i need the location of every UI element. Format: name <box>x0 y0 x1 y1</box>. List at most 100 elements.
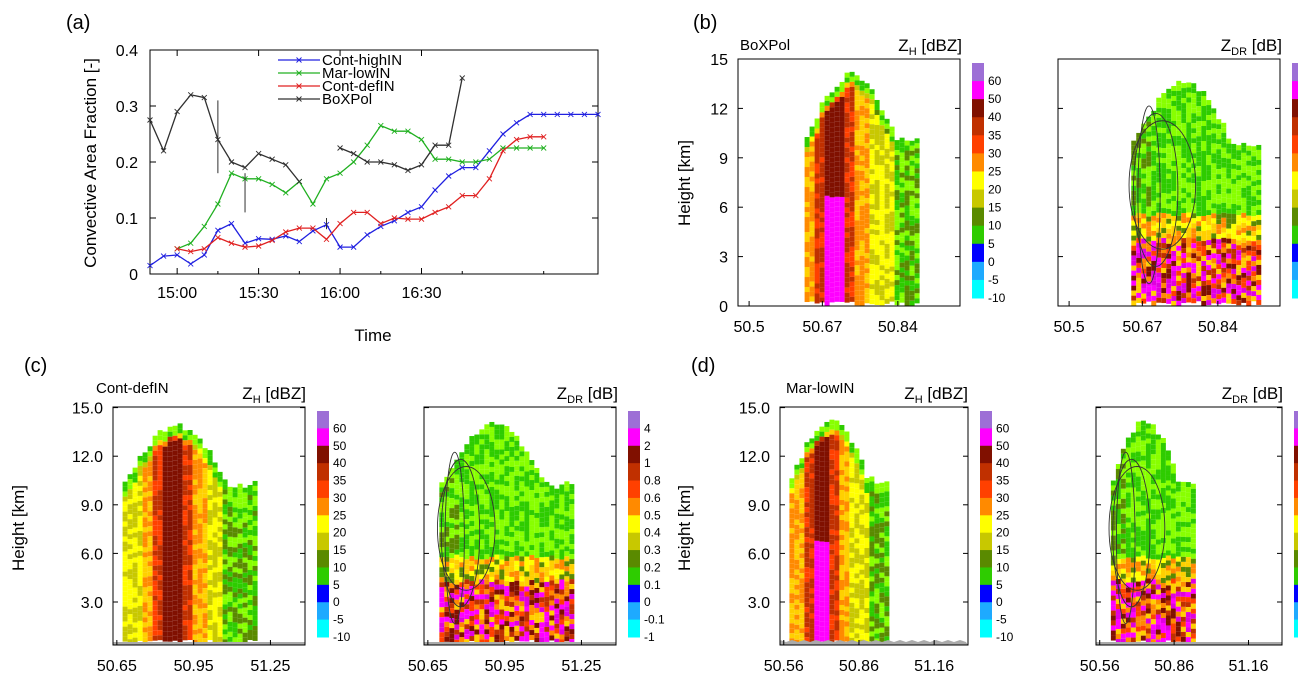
echo-cell <box>217 586 223 592</box>
echo-cell <box>479 604 485 610</box>
echo-cell <box>824 160 830 166</box>
echo-cell <box>167 636 173 642</box>
x-tick-label: 50.5 <box>1054 319 1085 336</box>
echo-cell <box>464 564 470 570</box>
echo-cell <box>559 619 565 625</box>
echo-cell <box>484 594 490 600</box>
echo-cell <box>904 200 910 206</box>
echo-cell <box>152 435 158 441</box>
echo-cell <box>182 555 188 561</box>
echo-cell <box>514 630 520 636</box>
echo-cell <box>889 166 895 172</box>
echo-cell <box>1216 159 1222 165</box>
echo-cell <box>809 191 815 197</box>
echo-cell <box>1191 168 1197 174</box>
echo-cell <box>914 168 920 174</box>
echo-cell <box>474 619 480 625</box>
data-point <box>350 159 357 165</box>
echo-cell <box>554 573 560 579</box>
echo-cell <box>844 576 850 582</box>
echo-cell <box>1196 151 1202 157</box>
echo-cell <box>484 484 490 490</box>
echo-cell <box>814 545 820 551</box>
echo-cell <box>1206 270 1212 276</box>
echo-cell <box>122 521 128 527</box>
echo-cell <box>1226 163 1232 169</box>
echo-cell <box>207 575 213 581</box>
echo-cell <box>187 585 193 591</box>
data-point <box>418 161 425 168</box>
data-point <box>255 243 262 249</box>
echo-cell <box>804 152 810 158</box>
echo-cell <box>814 435 820 441</box>
echo-cell <box>819 631 825 637</box>
terrain <box>113 642 305 645</box>
echo-cell <box>874 254 880 260</box>
echo-cell <box>1216 274 1222 280</box>
echo-cell <box>814 133 820 139</box>
echo-cell <box>1246 155 1252 161</box>
echo-cell <box>489 441 495 447</box>
echo-cell <box>162 511 168 517</box>
x-tick-label: 50.84 <box>878 319 918 336</box>
echo-cell <box>899 282 905 288</box>
echo-cell <box>829 549 835 555</box>
echo-cell <box>122 601 128 607</box>
echo-cell <box>172 600 178 606</box>
echo-cell <box>474 554 480 560</box>
echo-cell <box>127 474 133 480</box>
echo-cell <box>142 637 148 643</box>
echo-cell <box>519 556 525 562</box>
echo-cell <box>854 145 860 151</box>
echo-cell <box>1256 254 1262 260</box>
echo-cell <box>1141 278 1147 284</box>
echo-cell <box>879 200 885 206</box>
contour-line <box>1137 105 1161 285</box>
echo-cell <box>519 531 525 537</box>
echo-cell <box>494 599 500 605</box>
echo-cell <box>484 639 490 645</box>
echo-cell <box>534 592 540 598</box>
echo-cell <box>474 534 480 540</box>
echo-cell <box>494 504 500 510</box>
echo-cell <box>484 584 490 590</box>
title-main: Z <box>242 384 252 403</box>
echo-cell <box>844 292 850 298</box>
echo-cell <box>889 176 895 182</box>
echo-cell <box>454 564 460 570</box>
echo-cell <box>829 624 835 630</box>
echo-cell <box>504 581 510 587</box>
echo-cell <box>874 528 880 534</box>
echo-cell <box>524 591 530 597</box>
echo-cell <box>142 472 148 478</box>
echo-cell <box>829 474 835 480</box>
echo-cell <box>172 465 178 471</box>
echo-cell <box>469 631 475 637</box>
echo-cell <box>242 562 248 568</box>
echo-cell <box>1146 256 1152 262</box>
echo-cell <box>1146 201 1152 207</box>
echo-cell <box>469 446 475 452</box>
echo-cell <box>479 599 485 605</box>
echo-cell <box>212 527 218 533</box>
echo-cell <box>1226 298 1232 304</box>
echo-cell <box>819 486 825 492</box>
echo-cell <box>914 263 920 269</box>
echo-cell <box>814 128 820 134</box>
echo-cell <box>1166 283 1172 289</box>
echo-cell <box>1176 90 1182 96</box>
echo-cell <box>874 518 880 524</box>
echo-cell <box>122 621 128 627</box>
echo-cell <box>504 526 510 532</box>
echo-cell <box>1216 234 1222 240</box>
echo-cell <box>1181 193 1187 199</box>
echo-cell <box>849 557 855 563</box>
echo-cell <box>207 475 213 481</box>
echo-cell <box>819 102 825 108</box>
echo-cell <box>137 500 143 506</box>
echo-cell <box>834 166 840 172</box>
echo-cell <box>789 588 795 594</box>
echo-cell <box>1171 180 1177 186</box>
echo-cell <box>514 570 520 576</box>
echo-cell <box>569 569 575 575</box>
